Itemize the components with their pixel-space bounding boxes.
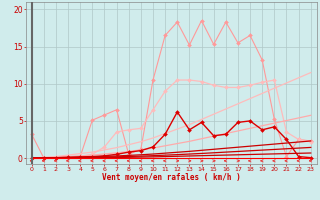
X-axis label: Vent moyen/en rafales ( km/h ): Vent moyen/en rafales ( km/h ) xyxy=(102,173,241,182)
